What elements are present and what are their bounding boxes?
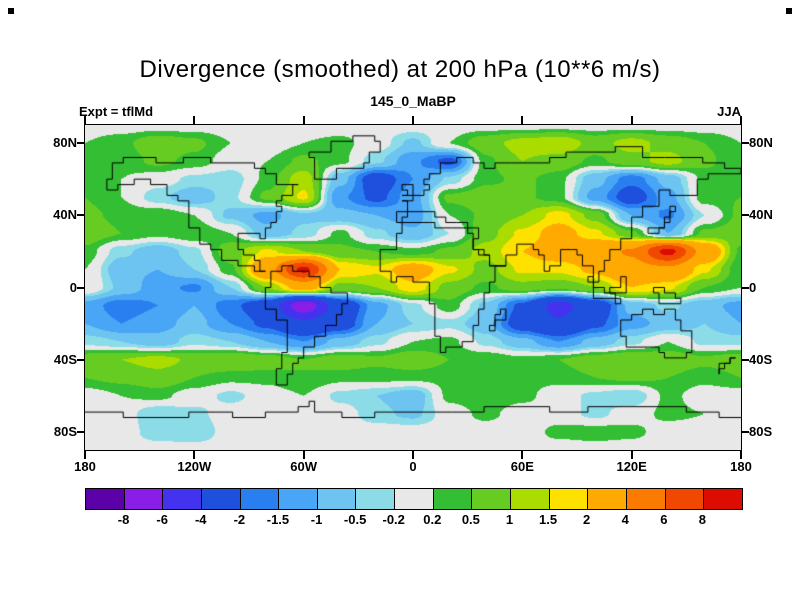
colorbar-tick-label: 2 — [583, 512, 591, 527]
colorbar-tick-label: -6 — [156, 512, 168, 527]
lon-tick-mark — [521, 116, 524, 124]
lat-tick-mark — [77, 358, 85, 361]
colorbar-tick-label: -1.5 — [266, 512, 290, 527]
lon-tick-label: 60W — [290, 459, 318, 474]
colorbar-tick-label: -1 — [310, 512, 323, 527]
page-title: Divergence (smoothed) at 200 hPa (10**6 … — [139, 56, 661, 83]
colorbar — [85, 488, 743, 510]
case-subtitle: 145_0_MaBP — [370, 93, 456, 109]
lon-tick-mark — [521, 451, 524, 459]
divergence-contour-map — [85, 125, 741, 450]
colorbar-tick-label: -2 — [233, 512, 246, 527]
experiment-label: Expt = tflMd — [79, 104, 154, 119]
colorbar-tick-label: 1.5 — [539, 512, 558, 527]
colorbar-tick-label: -0.5 — [343, 512, 367, 527]
lon-tick-mark — [412, 451, 414, 459]
lon-tick-mark — [193, 451, 196, 459]
colorbar-tick-label: -8 — [117, 512, 130, 527]
lon-tick-label: 180 — [74, 459, 96, 474]
corner-registration-mark — [786, 8, 792, 14]
lon-tick-label: 120W — [177, 459, 212, 474]
lon-tick-mark — [630, 116, 633, 124]
lat-tick-label-left: 80N — [53, 135, 77, 151]
lon-tick-mark — [302, 116, 305, 124]
lat-tick-mark — [77, 214, 85, 217]
colorbar-cell — [588, 489, 627, 509]
colorbar-cell — [549, 489, 589, 509]
colorbar-cell — [472, 489, 512, 509]
colorbar-cell — [433, 489, 473, 509]
lon-tick-mark — [193, 116, 196, 124]
lat-tick-label-right: 40N — [749, 207, 773, 223]
colorbar-tick-label: -0.2 — [382, 512, 405, 527]
lat-tick-mark — [741, 358, 749, 361]
lon-tick-mark — [412, 116, 414, 124]
colorbar-cell — [317, 489, 357, 509]
colorbar-tick-label: -4 — [194, 512, 207, 527]
colorbar-cell — [511, 489, 550, 509]
lon-tick-label: 180 — [730, 459, 752, 474]
colorbar-cell — [665, 489, 705, 509]
colorbar-cell — [395, 489, 434, 509]
colorbar-cell — [279, 489, 318, 509]
lat-tick-label-right: 40S — [749, 351, 773, 367]
lat-tick-mark — [741, 430, 749, 433]
lat-tick-mark — [741, 286, 749, 289]
lon-tick-label: 120E — [616, 459, 647, 474]
lat-tick-mark — [741, 214, 749, 217]
lat-tick-mark — [741, 142, 749, 145]
colorbar-tick-label: 0.5 — [461, 512, 480, 527]
colorbar-cell — [240, 489, 280, 509]
lat-tick-label-right: 0 — [749, 279, 757, 295]
colorbar-cell — [626, 489, 666, 509]
colorbar-tick-label: 4 — [621, 512, 629, 527]
lon-tick-mark — [84, 451, 86, 459]
lon-tick-mark — [84, 116, 86, 124]
colorbar-tick-label: 8 — [698, 512, 707, 527]
season-label: JJA — [717, 104, 741, 119]
lon-tick-mark — [630, 451, 633, 459]
lat-tick-label-left: 40N — [53, 207, 77, 223]
colorbar-tick-label: 1 — [505, 512, 514, 527]
lon-tick-label: 0 — [409, 459, 417, 474]
colorbar-cell — [163, 489, 202, 509]
lat-tick-label-right: 80N — [749, 135, 773, 151]
lon-tick-mark — [740, 116, 742, 124]
colorbar-tick-label: 0.2 — [423, 512, 442, 527]
lat-tick-mark — [77, 142, 85, 145]
lat-tick-mark — [77, 430, 85, 433]
colorbar-cell — [704, 489, 742, 509]
lon-tick-mark — [302, 451, 305, 459]
lat-tick-label-right: 80S — [749, 423, 773, 439]
colorbar-cell — [86, 489, 125, 509]
lat-tick-mark — [77, 286, 85, 289]
colorbar-cell — [356, 489, 396, 509]
corner-registration-mark — [8, 8, 14, 14]
colorbar-tick-label: 6 — [660, 512, 668, 527]
lat-tick-label-left: 40S — [53, 351, 77, 367]
lat-tick-label-left: 80S — [53, 423, 77, 439]
lon-tick-label: 60E — [510, 459, 534, 474]
lon-tick-mark — [740, 451, 742, 459]
lat-tick-label-left: 0 — [69, 279, 77, 295]
colorbar-cell — [201, 489, 241, 509]
colorbar-cell — [124, 489, 164, 509]
